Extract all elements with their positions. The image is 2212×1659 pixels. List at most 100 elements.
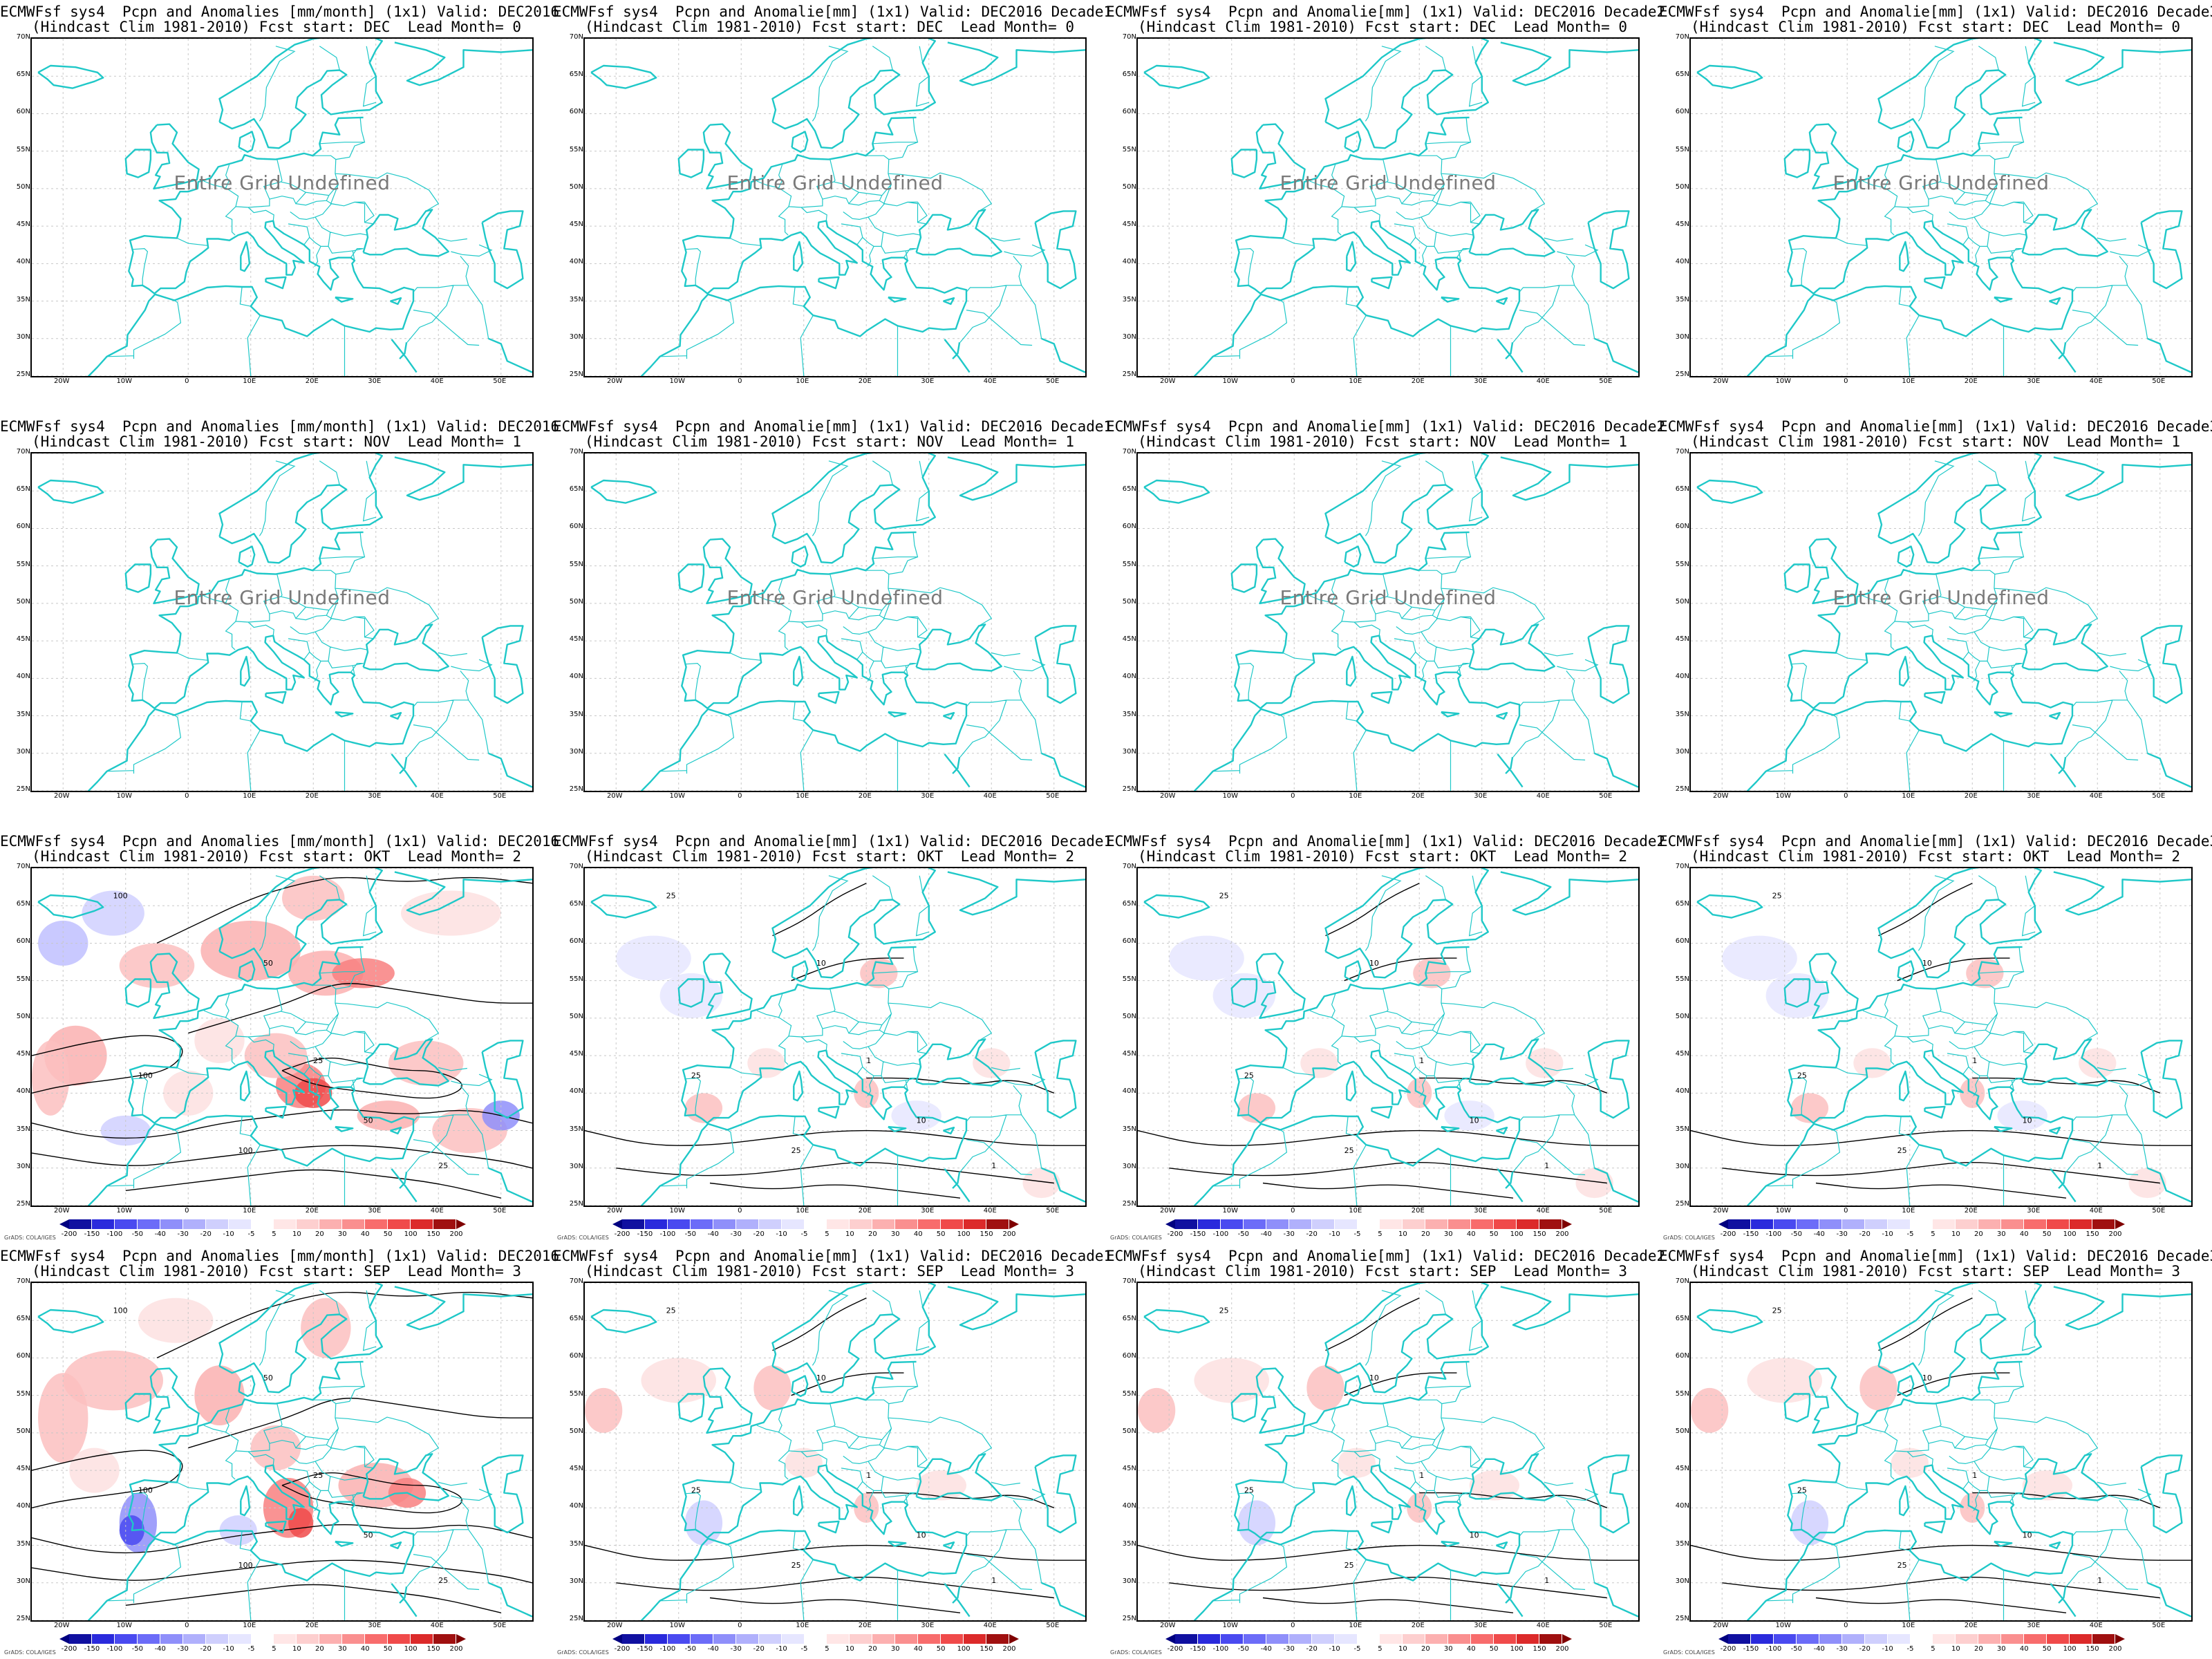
country-borders bbox=[106, 875, 493, 1206]
colorbar-swatch bbox=[433, 1219, 456, 1229]
colorbar-swatch bbox=[1773, 1634, 1797, 1644]
lon-label: 20E bbox=[858, 792, 872, 800]
colorbar-swatch bbox=[411, 1634, 433, 1644]
lat-label: 65N bbox=[1675, 71, 1689, 79]
lat-label: 55N bbox=[1675, 975, 1689, 983]
lon-label: 10W bbox=[116, 1622, 133, 1629]
country-borders bbox=[1765, 46, 2152, 376]
undefined-grid-message: Entire Grid Undefined bbox=[174, 586, 391, 609]
grads-credit: GrADS: COLA/IGES bbox=[4, 1235, 56, 1241]
colorbar-swatch bbox=[1197, 1634, 1221, 1644]
lon-label: 0 bbox=[185, 1622, 189, 1629]
country-borders bbox=[659, 46, 1046, 376]
undefined-grid-message: Entire Grid Undefined bbox=[1280, 586, 1497, 609]
lat-label: 45N bbox=[16, 221, 30, 229]
colorbar-swatch bbox=[1750, 1219, 1774, 1229]
lat-label: 25N bbox=[16, 1615, 30, 1622]
map-svg bbox=[1138, 39, 1638, 376]
colorbar-label: -5 bbox=[800, 1645, 808, 1653]
colorbar-min-arrow bbox=[59, 1634, 69, 1644]
colorbar-swatch bbox=[1448, 1634, 1472, 1644]
lat-label: 45N bbox=[1122, 1050, 1136, 1058]
lat-label: 40N bbox=[16, 673, 30, 681]
precip-contour bbox=[1138, 883, 1638, 1199]
lon-label: 40E bbox=[1536, 792, 1550, 800]
colorbar-swatch bbox=[1357, 1634, 1380, 1644]
country-borders bbox=[106, 1290, 493, 1620]
panel-subtitle: (Hindcast Clim 1981-2010) Fcst start: NO… bbox=[31, 433, 521, 450]
lat-label: 40N bbox=[1122, 1502, 1136, 1510]
colorbar-swatch bbox=[1978, 1634, 2002, 1644]
lat-label: 55N bbox=[1122, 560, 1136, 568]
lon-label: 30E bbox=[2027, 1622, 2041, 1629]
lon-label: 20E bbox=[858, 1622, 872, 1629]
lat-label: 65N bbox=[16, 900, 30, 908]
lon-label: 20W bbox=[606, 792, 623, 800]
colorbar-swatch bbox=[1517, 1219, 1539, 1229]
lon-label: 30E bbox=[921, 377, 935, 385]
colorbar-label: -30 bbox=[177, 1645, 189, 1653]
lat-label: 35N bbox=[1675, 1539, 1689, 1548]
lat-label: 40N bbox=[569, 673, 583, 681]
lon-label: 10E bbox=[1902, 792, 1915, 800]
lat-label: 50N bbox=[1122, 1427, 1136, 1435]
colorbar-label: 50 bbox=[936, 1645, 946, 1653]
lon-label: 10W bbox=[669, 1207, 686, 1215]
colorbar-swatch bbox=[274, 1219, 297, 1229]
panel-subtitle: (Hindcast Clim 1981-2010) Fcst start: OK… bbox=[584, 848, 1074, 865]
colorbar-swatch bbox=[114, 1634, 138, 1644]
lat-label: 65N bbox=[1675, 1315, 1689, 1323]
lon-label: 10E bbox=[243, 792, 256, 800]
lat-label: 65N bbox=[569, 1315, 583, 1323]
colorbar-swatch bbox=[2047, 1634, 2070, 1644]
colorbar-swatch bbox=[1266, 1634, 1289, 1644]
lat-label: 55N bbox=[16, 145, 30, 153]
coastline bbox=[1143, 868, 1638, 1206]
colorbar-label: 10 bbox=[292, 1230, 301, 1238]
country-borders bbox=[1765, 875, 2152, 1206]
contour-label: 25 bbox=[1772, 1306, 1782, 1315]
contour-label: 25 bbox=[1344, 1561, 1354, 1570]
panel-title: ECMWFsf sys4 Pcpn and Anomalie[mm] (1x1)… bbox=[1659, 3, 2212, 20]
anomaly-shading bbox=[288, 1508, 314, 1538]
colorbar-label: 20 bbox=[868, 1645, 877, 1653]
colorbar-swatch bbox=[228, 1219, 252, 1229]
lat-label: 45N bbox=[1675, 1050, 1689, 1058]
colorbar-swatch bbox=[1841, 1634, 1865, 1644]
country-borders bbox=[1212, 875, 1599, 1206]
grads-credit: GrADS: COLA/IGES bbox=[557, 1235, 609, 1241]
lat-label: 35N bbox=[569, 1539, 583, 1548]
anomaly-shading bbox=[1691, 1387, 1729, 1433]
colorbar-label: 30 bbox=[1443, 1645, 1453, 1653]
panel-subtitle: (Hindcast Clim 1981-2010) Fcst start: DE… bbox=[584, 19, 1074, 35]
lon-label: 40E bbox=[430, 377, 444, 385]
lon-label: 20W bbox=[53, 1207, 70, 1215]
colorbar-swatch bbox=[1220, 1219, 1244, 1229]
lat-label: 70N bbox=[569, 33, 583, 41]
contour-label: 50 bbox=[364, 1116, 373, 1125]
contour-label: 25 bbox=[691, 1486, 701, 1495]
map-svg bbox=[1691, 39, 2191, 376]
colorbar-label: 100 bbox=[2063, 1645, 2077, 1653]
lon-label: 50E bbox=[2152, 792, 2166, 800]
colorbar-label: 150 bbox=[980, 1645, 993, 1653]
lat-label: 35N bbox=[1122, 295, 1136, 303]
colorbar-swatch bbox=[2001, 1634, 2025, 1644]
colorbar-swatch bbox=[758, 1219, 782, 1229]
lon-label: 50E bbox=[1599, 377, 1613, 385]
colorbar-swatch bbox=[1819, 1219, 1842, 1229]
colorbar-label: -30 bbox=[177, 1230, 189, 1238]
lat-label: 35N bbox=[16, 295, 30, 303]
anomaly-shading bbox=[1722, 935, 1797, 981]
contour-label: 25 bbox=[1772, 891, 1782, 900]
anomaly-shading bbox=[659, 973, 723, 1018]
colorbar-label: -150 bbox=[637, 1645, 653, 1653]
anomaly-shading bbox=[684, 1500, 723, 1546]
lat-label: 50N bbox=[569, 1427, 583, 1435]
coastline bbox=[37, 39, 532, 376]
map-panel: ECMWFsf sys4 Pcpn and Anomalies [mm/mont… bbox=[0, 830, 559, 1244]
colorbar-swatch bbox=[644, 1634, 668, 1644]
lon-label: 10W bbox=[669, 792, 686, 800]
colorbar-label: 100 bbox=[1510, 1230, 1524, 1238]
lon-label: 50E bbox=[2152, 1622, 2166, 1629]
